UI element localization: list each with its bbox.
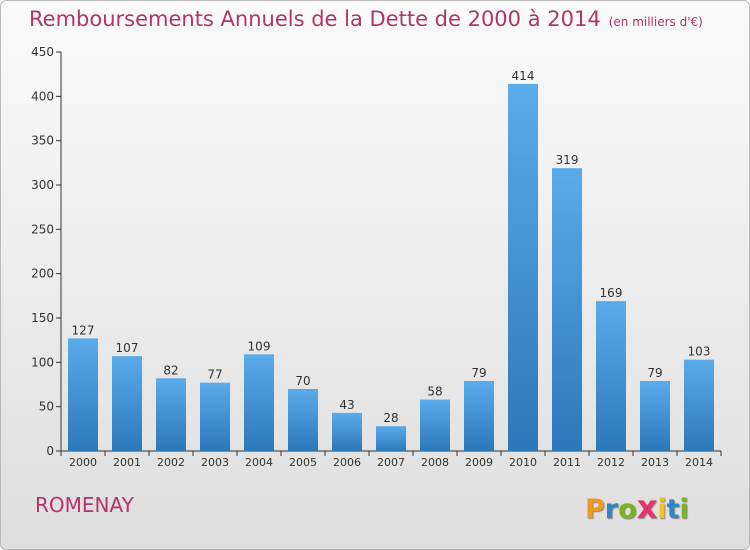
chart-bars [68,83,714,452]
bar-value-label: 28 [383,411,398,425]
chart-data-labels: 127 107 82 77 109 70 43 28 58 79 414 319 169 79 103 [72,69,711,425]
y-tick-label: 200 [31,267,54,281]
x-tick-label: 2012 [597,456,625,469]
bar-2004 [244,354,274,451]
x-tick-label: 2004 [245,456,273,469]
x-tick-label: 2014 [685,456,713,469]
bar-value-label: 319 [556,153,579,167]
x-tick-label: 2005 [289,456,317,469]
y-tick-label: 450 [31,45,54,59]
x-tick-label: 2013 [641,456,669,469]
logo-letter: r [604,494,619,525]
x-tick-label: 2007 [377,456,405,469]
y-tick-label: 400 [31,89,54,103]
bar-2009 [464,380,494,451]
x-tick-label: 2009 [465,456,493,469]
x-tick-label: 2010 [509,456,537,469]
bar-2001 [112,356,142,451]
bar-2000 [68,338,98,451]
bar-2003 [200,382,230,451]
x-tick-label: 2002 [157,456,185,469]
bar-2008 [420,399,450,451]
place-name: ROMENAY [35,493,134,517]
bar-value-label: 109 [248,339,271,353]
bar-2012 [596,301,626,451]
bar-2006 [332,412,362,451]
logo-letter: t [666,494,680,525]
logo-letter: i [657,494,667,525]
chart-axes: 0 50 100 150 200 250 300 350 400 450 2000 2001 2002 2… [31,45,722,469]
y-tick-label: 100 [31,355,54,369]
y-tick-label: 150 [31,311,54,325]
x-tick-label: 2000 [69,456,97,469]
x-tick-label: 2011 [553,456,581,469]
bar-value-label: 58 [427,385,442,399]
logo-letter: o [618,494,637,525]
bar-value-label: 79 [471,366,486,380]
bar-value-label: 414 [512,69,535,83]
proxiti-logo: Proxiti [585,488,689,526]
bar-2002 [156,378,186,451]
bar-value-label: 79 [647,366,662,380]
y-tick-label: 300 [31,178,54,192]
bar-2013 [640,380,670,451]
x-tick-label: 2006 [333,456,361,469]
bar-value-label: 107 [116,341,139,355]
chart-title: Remboursements Annuels de la Dette de 20… [29,7,703,31]
y-tick-label: 250 [31,222,54,236]
bar-value-label: 77 [207,368,222,382]
x-tick-label: 2003 [201,456,229,469]
bar-2007 [376,426,406,451]
chart-unit-note: (en milliers d'€) [608,15,703,29]
y-tick-label: 50 [39,400,54,414]
bar-2014 [684,359,714,451]
bar-value-label: 127 [72,323,95,337]
y-tick-label: 0 [46,444,54,458]
y-tick-label: 350 [31,134,54,148]
x-tick-label: 2001 [113,456,141,469]
bar-value-label: 82 [163,363,178,377]
logo-letter: i [679,494,689,525]
chart-title-text: Remboursements Annuels de la Dette de 20… [29,7,601,31]
logo-letter: x [636,488,658,526]
logo-letter: P [585,494,605,525]
bar-value-label: 103 [688,345,711,359]
bar-value-label: 70 [295,374,310,388]
bar-2010 [508,83,538,452]
x-tick-label: 2008 [421,456,449,469]
bar-value-label: 169 [600,286,623,300]
bar-2005 [288,388,318,451]
bar-2011 [552,168,582,452]
bar-value-label: 43 [339,398,354,412]
